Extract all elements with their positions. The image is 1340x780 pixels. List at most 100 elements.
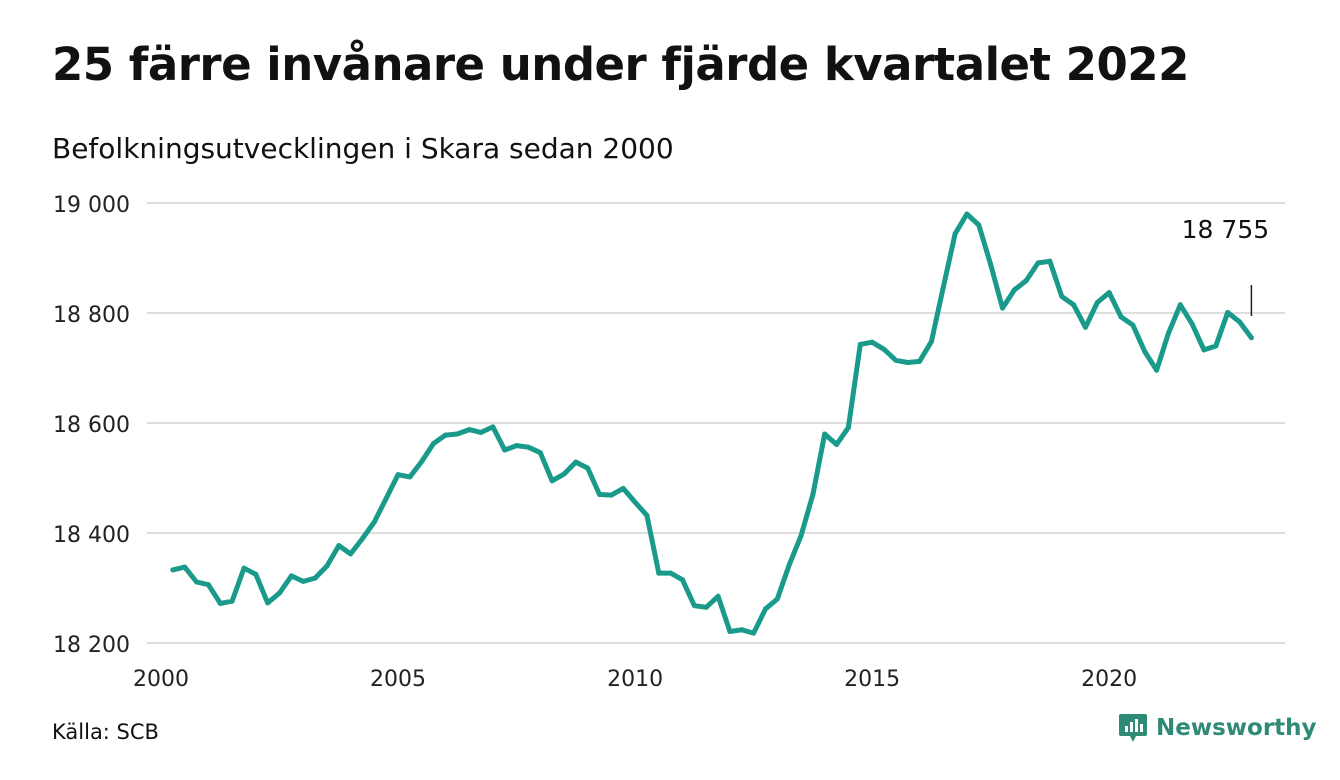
data-point — [265, 600, 271, 606]
data-point — [1118, 314, 1124, 320]
data-point — [277, 590, 283, 596]
data-point — [1000, 305, 1006, 311]
data-point — [454, 431, 460, 437]
data-point — [751, 630, 757, 636]
data-point — [1035, 260, 1041, 266]
data-point — [917, 358, 923, 364]
data-point — [525, 444, 531, 450]
y-tick-label: 18 800 — [53, 303, 130, 328]
y-tick-label: 18 400 — [53, 523, 130, 548]
data-point — [1237, 319, 1243, 325]
data-point — [964, 211, 970, 217]
data-point — [810, 492, 816, 497]
data-point — [656, 570, 662, 576]
data-point — [466, 427, 472, 433]
data-point — [715, 593, 721, 599]
data-point — [1023, 278, 1029, 284]
data-point — [1165, 330, 1171, 336]
data-point — [668, 570, 674, 576]
gridlines — [147, 202, 1285, 644]
data-point — [1047, 258, 1053, 264]
data-point — [1177, 302, 1183, 308]
data-point — [194, 579, 200, 585]
data-point — [774, 596, 780, 602]
data-point — [762, 606, 768, 612]
chart-title: 25 färre invånare under fjärde kvartalet… — [52, 38, 1189, 91]
data-point — [229, 598, 235, 604]
brand-name: Newsworthy — [1156, 715, 1317, 741]
x-tick-label: 2005 — [370, 667, 426, 692]
y-tick-label: 18 200 — [53, 633, 130, 658]
x-tick-label: 2020 — [1081, 667, 1137, 692]
data-point — [490, 424, 496, 430]
data-point — [869, 339, 875, 345]
data-point — [205, 582, 211, 588]
data-point — [727, 628, 733, 634]
data-point — [893, 357, 899, 363]
x-tick-label: 2000 — [133, 667, 189, 692]
data-point — [857, 341, 863, 347]
data-point — [1248, 335, 1254, 341]
data-point — [1130, 322, 1136, 328]
source-note: Källa: SCB — [52, 720, 159, 744]
y-tick-label: 18 600 — [53, 413, 130, 438]
data-point — [691, 603, 697, 609]
data-point — [407, 474, 413, 480]
data-point — [502, 447, 508, 453]
data-point — [881, 346, 887, 352]
data-point — [1213, 343, 1219, 349]
data-point — [905, 360, 911, 365]
x-axis-tick-labels: 2000 2005 2010 2015 2020 — [133, 667, 1137, 692]
data-point — [1106, 290, 1112, 296]
data-point — [632, 499, 638, 505]
data-point — [1082, 324, 1088, 330]
data-points — [170, 211, 1254, 636]
data-point — [1011, 287, 1017, 293]
data-point — [597, 492, 603, 497]
data-point — [383, 495, 389, 501]
data-point — [786, 562, 792, 568]
data-point — [549, 478, 555, 484]
data-point — [1225, 309, 1231, 315]
x-tick-label: 2010 — [607, 667, 663, 692]
data-point — [537, 450, 543, 456]
x-tick-label: 2015 — [844, 667, 900, 692]
data-point — [217, 600, 223, 606]
data-point — [312, 575, 318, 581]
data-point — [395, 472, 401, 478]
data-point — [1189, 321, 1195, 327]
data-point — [644, 512, 650, 518]
data-point — [561, 471, 567, 477]
data-point — [336, 543, 342, 549]
brand-logo[interactable]: Newsworthy — [1118, 712, 1317, 744]
data-point — [288, 573, 294, 579]
data-point — [573, 459, 579, 465]
y-tick-label: 19 000 — [53, 193, 130, 218]
data-point — [845, 424, 851, 430]
data-point — [182, 564, 188, 570]
last-value-label: 18 755 — [1182, 215, 1269, 244]
data-point — [608, 492, 614, 498]
data-point — [442, 432, 448, 438]
data-point — [359, 536, 365, 541]
data-point — [348, 551, 354, 557]
data-point — [1071, 302, 1077, 308]
data-point — [739, 627, 745, 633]
data-point — [241, 565, 247, 571]
data-point — [928, 339, 934, 345]
data-point — [253, 571, 259, 577]
data-point — [478, 429, 484, 435]
data-point — [1154, 367, 1160, 373]
data-point — [1059, 294, 1065, 299]
data-point — [952, 231, 958, 237]
data-point — [514, 443, 520, 449]
data-point — [170, 567, 176, 573]
data-point — [300, 578, 306, 584]
data-point — [620, 485, 626, 491]
data-point — [1094, 300, 1100, 306]
data-point — [1142, 349, 1148, 354]
chart-subtitle: Befolkningsutvecklingen i Skara sedan 20… — [52, 132, 674, 165]
data-point — [585, 465, 591, 471]
data-point — [1201, 347, 1207, 353]
